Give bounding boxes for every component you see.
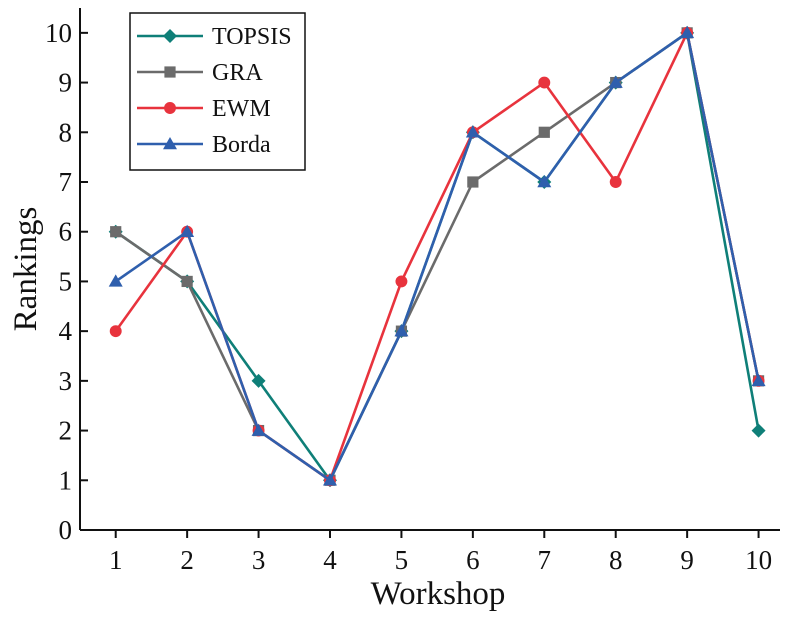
y-tick-label: 1 <box>59 465 73 495</box>
x-tick-label: 9 <box>680 545 694 575</box>
data-point-borda <box>394 324 409 337</box>
legend-item-ewm: EWM <box>137 96 271 122</box>
x-tick-label: 6 <box>466 545 480 575</box>
y-tick-label: 0 <box>59 515 73 545</box>
data-point-ewm <box>609 176 622 188</box>
series-borda <box>108 25 766 486</box>
y-tick-label: 8 <box>59 117 73 147</box>
data-point-gra <box>467 176 479 188</box>
data-point-borda <box>108 274 123 287</box>
y-tick-label: 10 <box>45 18 72 48</box>
data-point-borda <box>323 473 337 486</box>
data-point-borda <box>680 25 695 39</box>
y-tick-label: 4 <box>59 316 73 346</box>
data-point-topsis <box>251 373 266 388</box>
series-layer <box>108 25 766 488</box>
legend-label-borda: Borda <box>212 132 271 158</box>
legend-item-borda: Borda <box>137 132 271 158</box>
x-tick-label: 5 <box>395 545 409 575</box>
data-point-ewm <box>538 76 551 89</box>
y-tick-label: 9 <box>59 68 73 98</box>
legend-item-gra: GRA <box>137 60 263 86</box>
x-tick-label: 2 <box>180 545 194 575</box>
data-point-borda <box>465 125 480 138</box>
legend-marker-gra <box>164 66 176 78</box>
x-tick-label: 7 <box>538 545 552 575</box>
series-line-borda <box>114 31 760 482</box>
x-axis-title: Workshop <box>371 576 506 612</box>
data-point-borda <box>251 423 266 436</box>
legend-label-ewm: EWM <box>212 96 271 122</box>
x-tick-label: 1 <box>109 545 123 575</box>
x-tick-label: 3 <box>252 545 266 575</box>
legend-item-topsis: TOPSIS <box>137 24 292 50</box>
legend-label-topsis: TOPSIS <box>212 24 292 50</box>
data-point-topsis <box>751 423 766 438</box>
data-point-ewm <box>395 275 408 288</box>
y-ticks: 0 1 2 3 4 5 6 7 8 9 10 <box>45 18 88 545</box>
data-point-gra <box>181 275 193 288</box>
y-tick-label: 6 <box>59 217 73 247</box>
data-point-borda <box>751 373 766 387</box>
x-ticks: 1 2 3 4 5 6 7 8 9 10 <box>109 530 772 575</box>
data-point-ewm <box>109 325 122 338</box>
data-point-gra <box>110 226 122 238</box>
data-point-borda <box>537 175 552 188</box>
legend-label-gra: GRA <box>212 60 263 86</box>
y-tick-label: 3 <box>59 366 73 396</box>
y-tick-label: 5 <box>59 266 73 296</box>
legend: TOPSIS GRA EWM Borda <box>129 12 306 171</box>
y-tick-label: 7 <box>59 167 73 197</box>
y-axis-title: Rankings <box>8 207 44 332</box>
data-point-gra <box>538 126 550 138</box>
x-tick-label: 8 <box>609 545 623 575</box>
x-tick-label: 10 <box>745 545 772 575</box>
legend-marker-borda <box>163 137 177 150</box>
x-tick-label: 4 <box>323 545 337 575</box>
axes <box>79 8 780 531</box>
data-point-borda <box>180 224 195 237</box>
legend-marker-topsis <box>163 29 177 43</box>
data-point-borda <box>608 75 623 88</box>
y-tick-label: 2 <box>59 416 73 446</box>
legend-marker-ewm <box>164 102 176 114</box>
